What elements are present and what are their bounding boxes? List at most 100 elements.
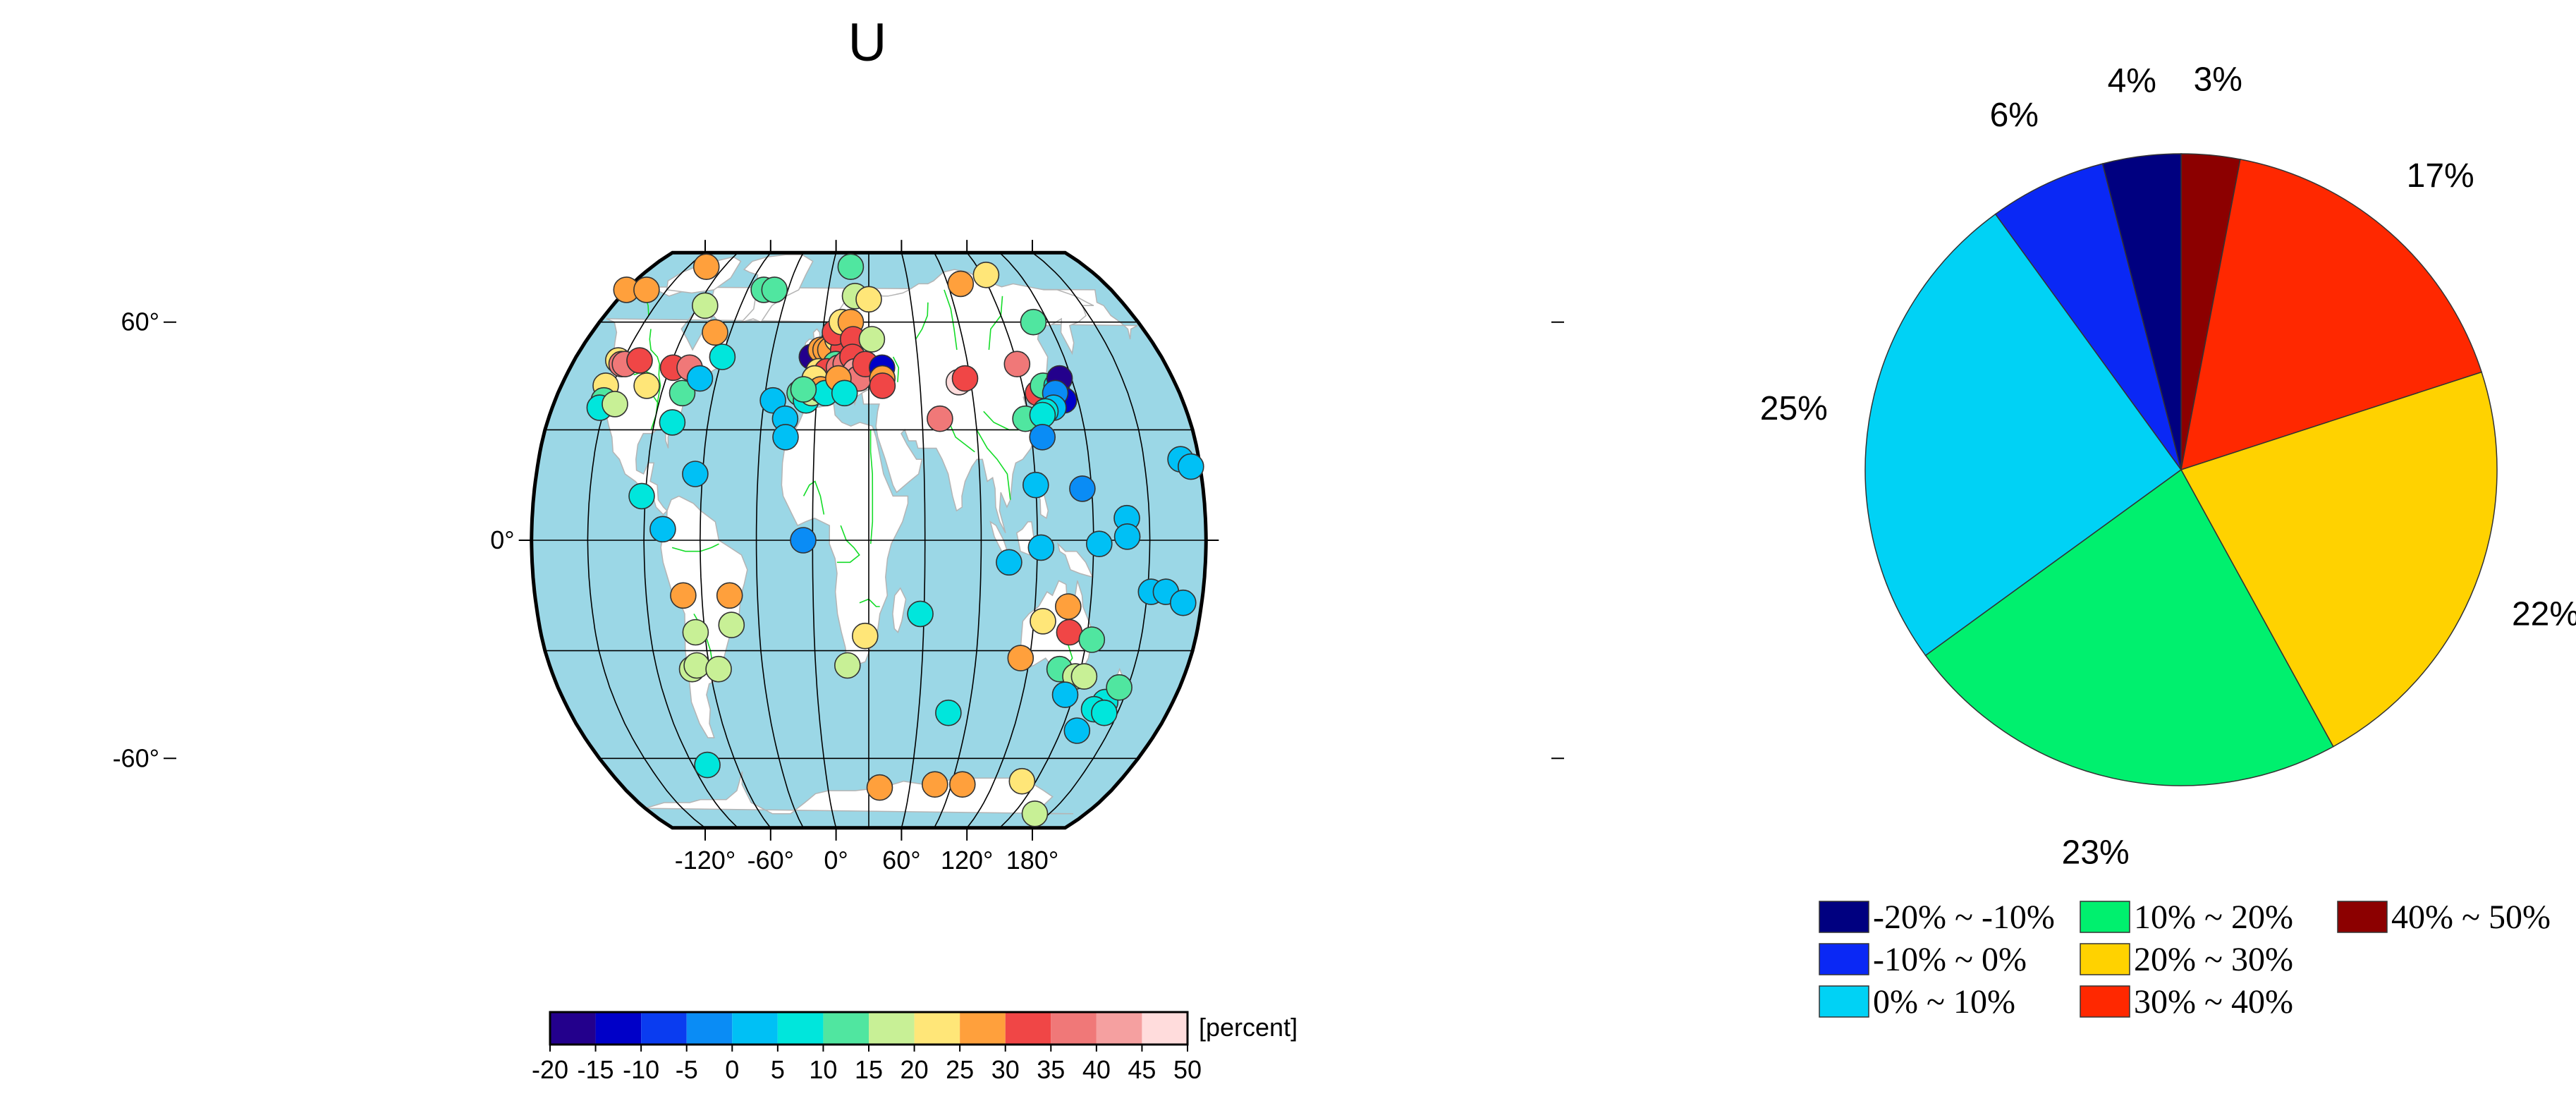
station-marker [1051,681,1079,708]
station-marker [633,372,660,399]
colorbar-bin [686,1012,733,1045]
station-marker [683,652,710,679]
pie-slice [1994,163,2182,470]
legend-label: -20% ~ -10% [1873,899,2055,936]
world-map-panel: U -120° -60° 0° 60° 120° 180° 60° 0° -60° -20 -15… [113,13,1564,1084]
station-marker [1055,593,1082,620]
pie-slice-label: 25% [1760,390,1828,427]
y-tick-label: 0° [490,525,514,554]
station-marker [1023,471,1049,499]
station-marker [866,774,893,801]
x-tick-label: 180° [1006,846,1058,875]
legend-label: 40% ~ 50% [2391,899,2551,936]
pie-slice-label: 17% [2407,157,2474,195]
river-line [649,329,661,430]
station-marker [1086,530,1113,558]
colorbar-tick-label: 25 [946,1055,974,1084]
river-line [892,356,900,382]
station-marker [1170,589,1197,616]
station-marker [922,771,948,798]
station-marker [790,527,817,554]
colorbar-bin [960,1012,1006,1045]
station-marker [1091,699,1118,726]
legend-label: 10% ~ 20% [2134,899,2293,936]
colorbar-tick-label: 20 [901,1055,929,1084]
colorbar-tick-label: 40 [1082,1055,1111,1084]
station-marker [628,482,655,510]
legend-swatch [2080,943,2130,975]
pie-slice-label: 22% [2512,596,2576,633]
colorbar-bin [732,1012,778,1045]
colorbar-bin [1142,1012,1188,1045]
station-marker [972,261,1000,288]
colorbar-tick-label: 15 [855,1055,883,1084]
legend-swatch [1819,985,1869,1018]
colorbar: -20 -15 -10 -5 0 5 10 15 20 25 30 35 40 45 50 [percent] [532,1011,1298,1084]
pie-slice-label: 6% [1990,97,2039,134]
pie-slice-label: 3% [2194,61,2242,99]
legend-swatch [2337,901,2388,933]
madagascar-landmass [892,587,907,633]
station-marker [1078,626,1106,653]
station-marker [1063,717,1091,744]
colorbar-bin [1096,1012,1142,1045]
legend-swatch [2080,901,2130,933]
river-line [869,430,874,544]
station-marker [1027,534,1055,561]
station-marker [718,611,745,638]
world-map-chart: U -120° -60° 0° 60° 120° 180° 60° 0° -60° -20 -15… [113,13,1564,1084]
river-line [836,525,860,564]
colorbar-bin [550,1012,596,1045]
colorbar-tick-label: -5 [676,1055,698,1084]
station-marker [1106,674,1133,701]
station-marker [1020,308,1047,336]
x-tick-label: 0° [824,846,848,875]
station-marker [852,622,879,650]
pie-slice-label: 4% [2108,62,2156,99]
pie-chart: 3% 17% 22% 23% 25% 6% 4% -20% ~ -10% -10% ~ 0% 0… [1760,61,2576,1021]
y-tick-label: 60° [121,308,159,336]
station-marker [1029,423,1056,451]
station-marker [686,365,714,392]
pie-slice [2180,159,2483,471]
station-marker [907,600,934,628]
pie-slice-label: 23% [2062,834,2130,872]
river-line [944,289,958,351]
station-marker [949,771,976,798]
station-marker [1003,351,1031,378]
colorbar-bin [823,1012,869,1045]
colorbar-tick-label: -20 [532,1055,568,1084]
colorbar-unit-label: [percent] [1199,1013,1298,1042]
station-marker [855,286,882,313]
station-marker [761,276,788,303]
colorbar-tick-label: 10 [809,1055,837,1084]
x-tick-label: 60° [882,846,920,875]
colorbar-tick-label: 0 [725,1055,739,1084]
station-marker [602,391,628,418]
station-marker [682,619,709,646]
colorbar-tick-label: 30 [991,1055,1020,1084]
x-tick-label: 120° [941,846,993,875]
river-line [976,430,1011,500]
pie-slice [2101,153,2182,470]
map-frame [530,250,1208,830]
station-marker [691,292,719,319]
station-marker [1008,767,1036,795]
legend-swatch [1819,943,1869,975]
pie-slice [2180,371,2498,748]
colorbar-bin [595,1012,642,1045]
legend-label: -10% ~ 0% [1873,941,2027,978]
pie-slice [1864,213,2183,657]
colorbar-bin [641,1012,687,1045]
colorbar-bin [777,1012,824,1045]
river-line [859,598,880,607]
colorbar-bin [1051,1012,1097,1045]
colorbar-bin [1005,1012,1051,1045]
station-marker [1007,645,1034,671]
station-marker [659,409,686,436]
station-marker [1056,619,1083,646]
station-marker [947,270,975,298]
station-marker [790,376,817,403]
x-tick-label: -120° [675,846,735,875]
station-marker [694,751,721,779]
